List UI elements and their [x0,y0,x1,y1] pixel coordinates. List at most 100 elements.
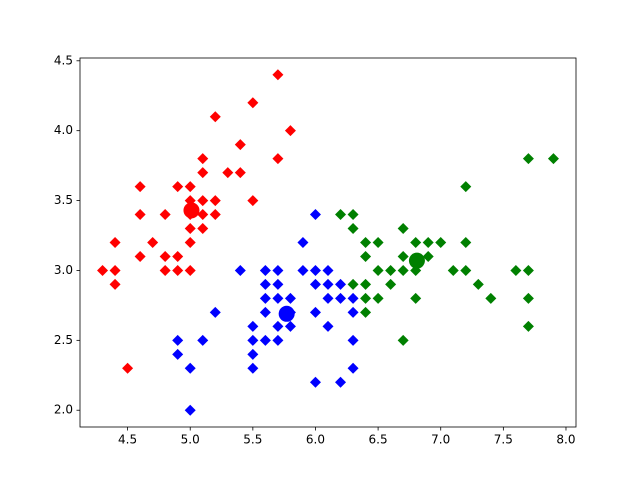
point [184,404,196,416]
point [372,292,384,304]
point [347,362,359,374]
point [172,264,184,276]
point [272,334,284,346]
point [272,153,284,165]
point [197,334,209,346]
point [410,237,422,248]
point [360,278,372,290]
centroid [278,305,295,322]
point [510,264,522,276]
point [184,181,196,193]
point [372,264,384,276]
x-tick-label: 4.5 [118,433,137,447]
point [397,264,409,276]
point [309,264,321,276]
centroid [183,202,200,219]
point [134,181,146,193]
point [159,264,171,276]
point [97,264,109,276]
point [284,292,296,304]
point [410,292,422,304]
point [385,264,397,276]
point [297,237,309,248]
point [259,278,271,290]
point [147,237,159,248]
point [247,320,259,332]
point [360,292,372,304]
y-tick-label: 3.0 [54,263,73,277]
point [272,278,284,290]
point [247,97,259,109]
point [460,237,472,248]
point [547,153,559,165]
point [184,223,196,235]
point [385,278,397,290]
point [209,209,221,221]
point [172,181,184,193]
point [259,292,271,304]
point [209,306,221,318]
point [159,209,171,221]
point [397,334,409,346]
point [284,125,296,137]
point [397,250,409,262]
point [447,264,459,276]
point [172,334,184,346]
point [184,237,196,248]
point [360,237,372,248]
point [109,237,121,248]
centroid [408,252,425,269]
point [247,334,259,346]
point [134,250,146,262]
point [460,264,472,276]
point [335,292,347,304]
point [284,320,296,332]
point [297,264,309,276]
point [347,223,359,235]
point [322,292,334,304]
y-tick-label: 3.5 [54,193,73,207]
point [309,376,321,388]
point [347,292,359,304]
point [197,209,209,221]
point [209,195,221,207]
point [172,348,184,360]
point [422,250,434,262]
point [197,223,209,235]
point [372,237,384,248]
x-tick-label: 7.0 [431,433,450,447]
point [134,209,146,221]
point [397,223,409,235]
point [335,209,347,221]
point [472,278,484,290]
point [435,237,447,248]
point [272,320,284,332]
point [335,278,347,290]
point [197,167,209,179]
point [247,348,259,360]
point [259,306,271,318]
point [159,250,171,262]
point [209,111,221,123]
point [234,167,246,179]
point [259,334,271,346]
point [422,237,434,248]
point [197,153,209,165]
point [309,209,321,221]
point [360,306,372,318]
point [272,69,284,81]
point [184,362,196,374]
point [234,139,246,151]
point [347,306,359,318]
y-tick-label: 4.0 [54,123,73,137]
x-tick-label: 5.0 [181,433,200,447]
y-tick-label: 4.5 [54,53,73,67]
point [247,362,259,374]
point [184,264,196,276]
point [247,195,259,207]
point [309,306,321,318]
point [222,167,234,179]
point [522,153,534,165]
